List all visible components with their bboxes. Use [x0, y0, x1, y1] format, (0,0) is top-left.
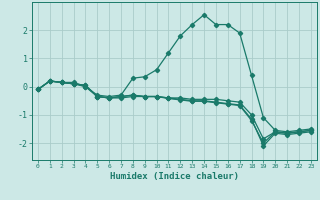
X-axis label: Humidex (Indice chaleur): Humidex (Indice chaleur)	[110, 172, 239, 181]
